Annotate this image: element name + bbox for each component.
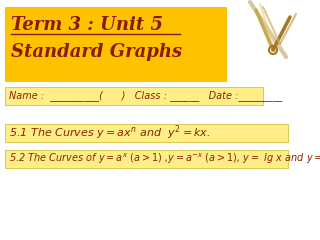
FancyBboxPatch shape [5,150,288,168]
Text: Standard Graphs: Standard Graphs [11,43,182,61]
FancyBboxPatch shape [5,87,263,105]
Text: 5.2 The Curves of $y = a^x$ $(a > 1)$ ,$y = a^{-x}$ $(a > 1)$, $y =$ lg $x$ and : 5.2 The Curves of $y = a^x$ $(a > 1)$ ,$… [9,152,320,166]
FancyBboxPatch shape [5,124,288,142]
Text: Term 3 : Unit 5: Term 3 : Unit 5 [11,16,163,34]
Text: 5.1 The Curves $y = ax^n$ and  $y^2 = kx$.: 5.1 The Curves $y = ax^n$ and $y^2 = kx$… [9,124,211,142]
Text: Name :  __________(      )   Class : ______   Date :_________: Name : __________( ) Class : ______ Date… [9,90,282,102]
FancyBboxPatch shape [5,7,227,82]
